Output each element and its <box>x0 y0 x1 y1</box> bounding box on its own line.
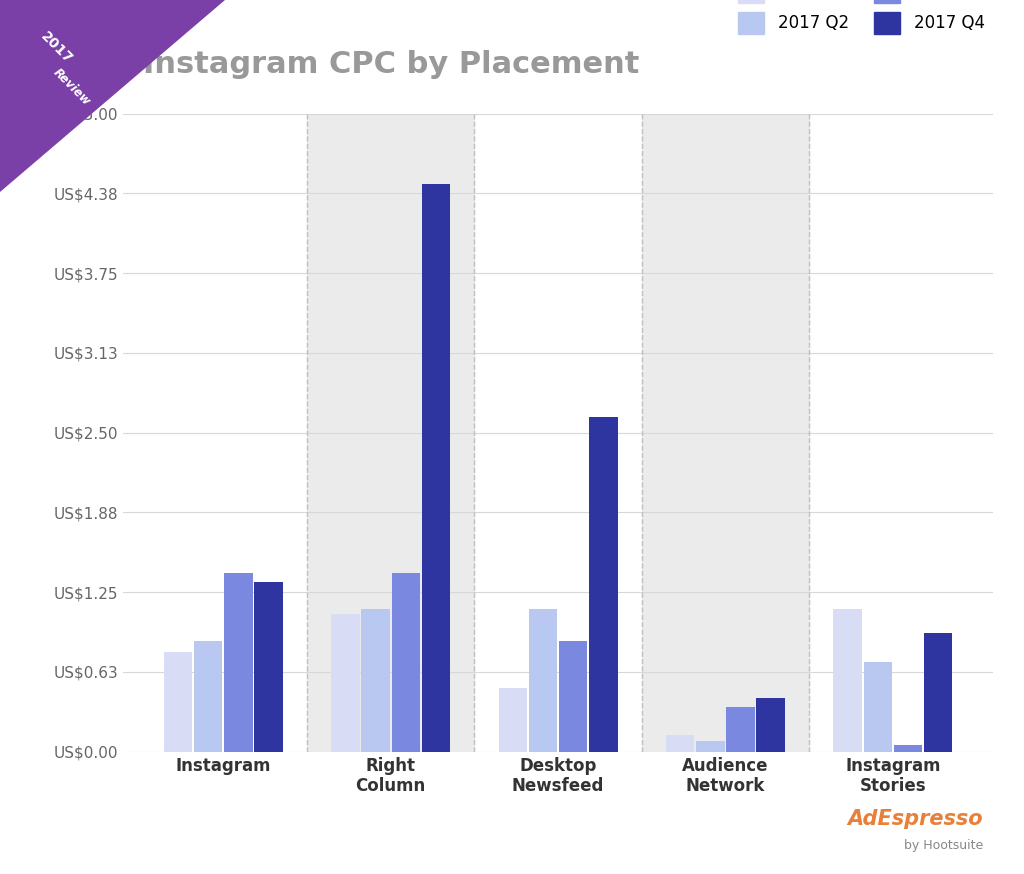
Bar <box>499 688 527 752</box>
Bar <box>666 735 694 752</box>
Text: by Hootsuite: by Hootsuite <box>904 839 983 852</box>
Bar <box>361 608 390 752</box>
Legend: 2017 Q1, 2017 Q2, 2017 Q3, 2017 Q4: 2017 Q1, 2017 Q2, 2017 Q3, 2017 Q4 <box>737 0 985 33</box>
Text: AdEspresso: AdEspresso <box>848 808 983 829</box>
Bar <box>224 573 253 752</box>
Bar <box>726 707 755 752</box>
Bar <box>254 582 283 752</box>
Bar <box>894 746 923 752</box>
Bar <box>696 741 725 752</box>
Bar <box>422 184 451 752</box>
Bar <box>391 573 420 752</box>
Bar <box>559 641 588 752</box>
Text: 2017: 2017 <box>38 30 75 66</box>
Bar <box>863 662 892 752</box>
Bar <box>924 633 952 752</box>
Bar <box>642 114 809 752</box>
Bar <box>528 608 557 752</box>
Bar <box>757 698 784 752</box>
Polygon shape <box>0 0 225 192</box>
Bar <box>834 608 862 752</box>
Text: Instagram CPC by Placement: Instagram CPC by Placement <box>143 50 640 79</box>
Bar <box>307 114 474 752</box>
Bar <box>589 417 617 752</box>
Text: Review: Review <box>50 66 93 108</box>
Bar <box>332 614 359 752</box>
Bar <box>164 652 193 752</box>
Bar <box>194 641 222 752</box>
